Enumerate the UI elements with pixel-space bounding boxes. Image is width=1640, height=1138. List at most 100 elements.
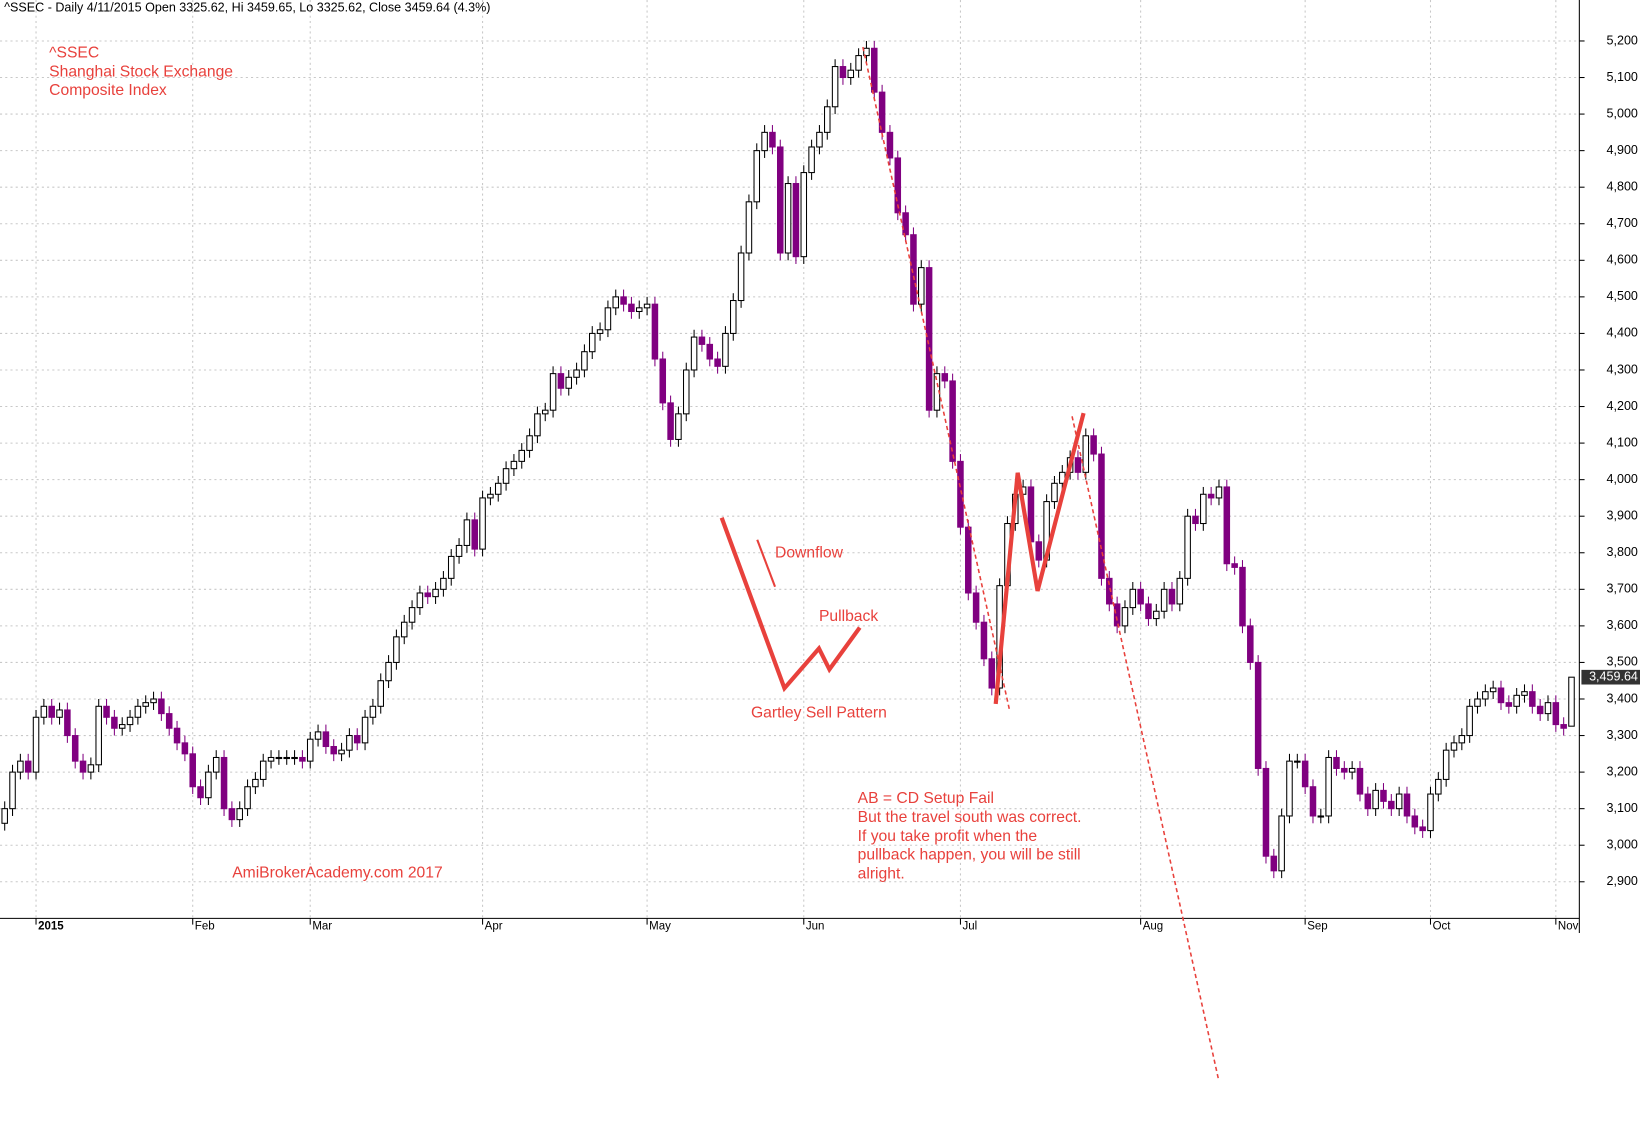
candle-body xyxy=(1497,687,1505,704)
y-tick-label: 4,200 xyxy=(1607,399,1638,413)
candle-body xyxy=(1466,705,1473,737)
drawings xyxy=(719,46,1220,1080)
candle-body xyxy=(510,460,518,470)
candle-body xyxy=(1388,800,1395,810)
candle-body xyxy=(910,234,917,305)
candle-body xyxy=(361,716,369,744)
grid xyxy=(0,0,1580,919)
candle-body xyxy=(95,705,102,766)
candle-body xyxy=(1192,515,1199,525)
watermark: AmiBrokerAcademy.com 2017 xyxy=(232,865,442,882)
annotation: If you take profit when the xyxy=(858,828,1038,845)
last-price-box xyxy=(1581,669,1640,685)
candle-body xyxy=(604,307,612,331)
candle-body xyxy=(737,252,745,302)
candle-body xyxy=(330,745,337,755)
annotation: But the travel south was correct. xyxy=(858,809,1082,826)
candle-body xyxy=(165,713,173,729)
candle-body xyxy=(87,764,95,773)
candle-body xyxy=(1442,749,1450,780)
candle-body xyxy=(918,267,925,305)
candle-body xyxy=(440,577,447,590)
candle-body xyxy=(299,756,306,762)
y-tick-label: 3,400 xyxy=(1607,691,1638,705)
candle-body xyxy=(1137,588,1144,605)
candle-body xyxy=(518,449,526,462)
candle-body xyxy=(526,435,533,451)
candle-body xyxy=(338,749,345,755)
y-tick-label: 4,300 xyxy=(1607,362,1638,376)
candle-body xyxy=(1513,694,1520,707)
candle-body xyxy=(659,358,667,404)
candle-body xyxy=(1482,691,1489,700)
candle-body xyxy=(1090,435,1097,455)
candle-body xyxy=(40,705,48,718)
candle-body xyxy=(682,369,690,415)
candle-body xyxy=(1153,610,1160,620)
candle-body xyxy=(1544,702,1552,715)
candle-body xyxy=(949,380,956,462)
candle-body xyxy=(980,621,988,660)
x-tick-label: Oct xyxy=(1433,921,1452,933)
candle-body xyxy=(628,303,635,313)
candle-body xyxy=(134,705,142,718)
candle-body xyxy=(1529,691,1536,707)
candle-body xyxy=(322,731,330,748)
candle-body xyxy=(1294,760,1301,763)
candle-body xyxy=(205,771,212,799)
candle-body xyxy=(314,731,322,740)
candle-body xyxy=(32,716,40,773)
candle-body xyxy=(824,106,831,133)
arrow xyxy=(756,539,777,588)
y-tick-label: 4,600 xyxy=(1607,253,1638,267)
candle-body xyxy=(291,756,298,760)
candle-body xyxy=(1505,702,1513,707)
candle-body xyxy=(800,172,808,258)
trend-line xyxy=(862,46,1011,710)
candle-body xyxy=(267,756,275,762)
annotation: alright. xyxy=(858,866,905,883)
y-tick-label: 4,000 xyxy=(1607,472,1638,486)
candle-body xyxy=(1560,724,1567,729)
candle-body xyxy=(385,661,392,682)
candle-body xyxy=(1403,793,1411,817)
candle-body xyxy=(150,698,157,704)
candle-body xyxy=(596,329,604,334)
candle-body xyxy=(252,778,259,788)
candle-body xyxy=(902,212,909,236)
y-tick-label: 4,800 xyxy=(1607,180,1638,194)
y-tick-label: 3,700 xyxy=(1607,582,1638,596)
candle-body xyxy=(283,756,290,760)
chart-title: Composite Index xyxy=(49,82,167,99)
candle-body xyxy=(1113,603,1121,627)
candle-body xyxy=(1082,435,1090,473)
candle-body xyxy=(447,555,455,579)
candle-body xyxy=(808,146,815,174)
candle-body xyxy=(1239,566,1246,627)
candle-body xyxy=(502,468,510,484)
candle-body xyxy=(541,409,549,415)
candle-body xyxy=(871,47,878,93)
x-tick-label: Nov xyxy=(1558,921,1579,933)
candle-body xyxy=(675,413,682,440)
candle-body xyxy=(103,705,110,718)
y-tick-label: 2,900 xyxy=(1607,874,1638,888)
candle-body xyxy=(455,544,463,557)
candle-body xyxy=(643,303,651,309)
candle-body xyxy=(557,373,565,389)
candle-body xyxy=(71,735,79,762)
chart-title: ^SSEC xyxy=(49,45,99,62)
candle-body xyxy=(886,131,894,159)
candle-body xyxy=(118,724,126,729)
candle-body xyxy=(79,760,87,773)
candle-body xyxy=(424,592,432,598)
candle-body xyxy=(1427,793,1434,832)
candle-body xyxy=(181,742,189,755)
y-tick-label: 4,900 xyxy=(1607,143,1638,157)
candle-body xyxy=(400,621,408,638)
candle-body xyxy=(189,753,196,788)
y-tick-label: 3,300 xyxy=(1607,728,1638,742)
x-tick-label: Sep xyxy=(1307,921,1327,933)
candle-body xyxy=(965,526,972,594)
candle-body xyxy=(1372,789,1379,810)
